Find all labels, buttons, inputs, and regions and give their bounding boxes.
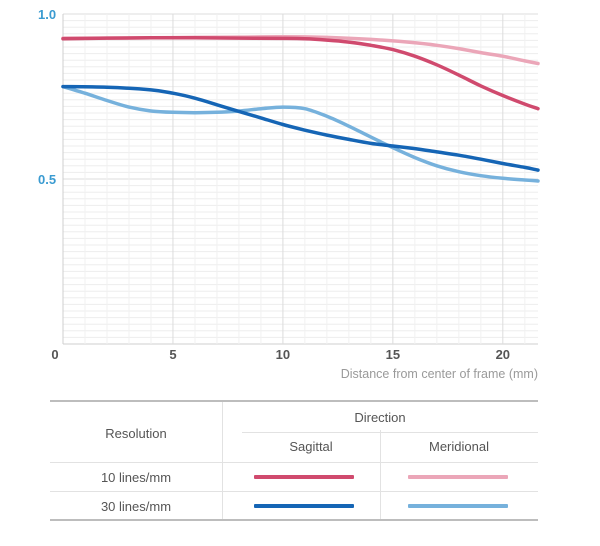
- series-line-0: [61, 35, 540, 111]
- series-line-2: [61, 84, 540, 172]
- x-tick-label: 10: [276, 347, 290, 362]
- x-axis-label: Distance from center of frame (mm): [341, 367, 538, 381]
- y-tick-label: 0.5: [38, 172, 56, 187]
- x-tick-label: 20: [496, 347, 510, 362]
- legend-direction-header: Direction: [354, 410, 406, 425]
- swatch-10-sagittal: [254, 475, 354, 479]
- legend-row-30lpmm: 30 lines/mm: [100, 499, 172, 514]
- y-tick-labels: 0.5 1.0: [38, 7, 56, 187]
- mtf-chart: 0 5 10 15 20 0.5 1.0 Distance from center of …: [38, 7, 540, 381]
- swatch-30-meridional: [408, 504, 508, 508]
- swatch-10-meridional: [408, 475, 508, 479]
- x-tick-label: 0: [51, 347, 58, 362]
- series-line-3: [61, 84, 540, 183]
- swatch-30-sagittal: [254, 504, 354, 508]
- x-tick-label: 15: [386, 347, 400, 362]
- y-tick-label: 1.0: [38, 7, 56, 22]
- x-tick-labels: 0 5 10 15 20: [51, 347, 510, 362]
- legend-resolution-header: Resolution: [105, 426, 167, 441]
- legend-table: Resolution Direction Sagittal Meridional…: [50, 400, 538, 521]
- legend-meridional-header: Meridional: [429, 439, 489, 454]
- legend-row-10lpmm: 10 lines/mm: [100, 470, 172, 485]
- chart-series: [61, 35, 540, 183]
- legend-sagittal-header: Sagittal: [289, 439, 333, 454]
- chart-grid: [62, 13, 538, 345]
- x-tick-label: 5: [169, 347, 176, 362]
